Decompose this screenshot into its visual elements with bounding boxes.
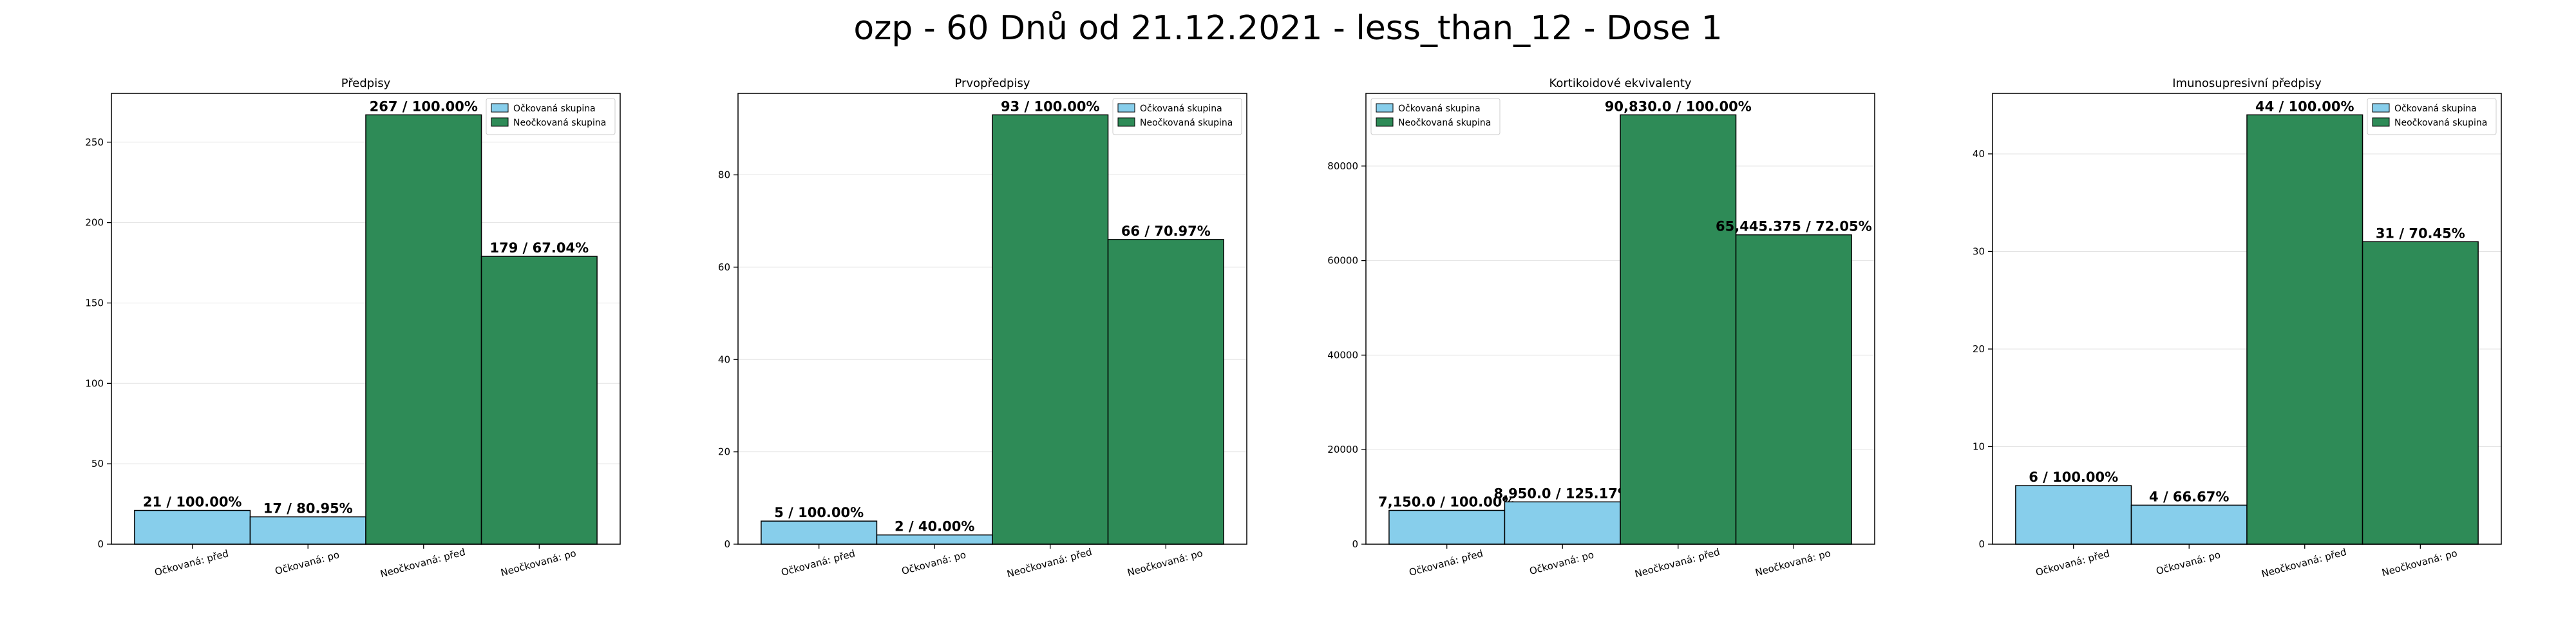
bar-label: 65,445.375 / 72.05% — [1716, 219, 1872, 234]
x-tick-label: Očkovaná: po — [274, 549, 341, 577]
subplot-title: Prvopředpisy — [955, 77, 1030, 90]
x-tick-label: Očkovaná: před — [2034, 547, 2111, 578]
bar-label: 44 / 100.00% — [2255, 99, 2354, 114]
bar-label: 66 / 70.97% — [1121, 223, 1211, 239]
y-tick-label: 30 — [1973, 245, 1985, 257]
bar-label: 31 / 70.45% — [2376, 225, 2465, 241]
axes-frame — [1992, 93, 2502, 545]
bar — [134, 509, 251, 545]
x-tick-label: Neočkovaná: po — [1126, 547, 1204, 579]
bar — [992, 114, 1109, 545]
legend-label: Očkovaná skupina — [2394, 104, 2477, 114]
x-tick-label: Neočkovaná: po — [499, 547, 577, 579]
y-tick-label: 150 — [85, 297, 104, 308]
figure-title: ozp - 60 Dnů od 21.12.2021 - less_than_1… — [853, 9, 1723, 48]
y-tick-label: 60000 — [1327, 255, 1358, 267]
y-tick-label: 40 — [1973, 148, 1985, 160]
bar — [761, 520, 878, 545]
x-tick-label: Neočkovaná: před — [1634, 546, 1721, 580]
y-tick-label: 10 — [1973, 440, 1985, 452]
bar — [480, 256, 598, 545]
bar-label: 5 / 100.00% — [774, 505, 864, 520]
subplot-title: Imunosupresivní předpisy — [2172, 77, 2322, 90]
y-tick-label: 60 — [718, 261, 730, 273]
bar-label: 93 / 100.00% — [1001, 99, 1100, 114]
y-tick-label: 100 — [85, 377, 104, 389]
y-tick-label: 20 — [718, 446, 730, 458]
y-tick-label: 0 — [97, 538, 104, 550]
y-tick-label: 0 — [724, 538, 730, 550]
axes-frame — [111, 93, 621, 545]
legend-box — [1370, 98, 1501, 135]
y-tick-label: 50 — [91, 458, 104, 469]
legend-swatch — [491, 103, 509, 113]
x-tick-label: Očkovaná: po — [900, 549, 967, 577]
x-tick-label: Neočkovaná: po — [2380, 547, 2458, 579]
subplot-title: Kortikoidové ekvivalenty — [1549, 77, 1691, 90]
bar-label: 90,830.0 / 100.00% — [1605, 99, 1752, 114]
axes-frame — [1365, 93, 1875, 545]
x-tick-label: Očkovaná: po — [2155, 549, 2222, 577]
y-tick-label: 20 — [1973, 343, 1985, 355]
legend-swatch — [2372, 117, 2390, 127]
x-tick-label: Očkovaná: před — [1408, 547, 1484, 578]
bar — [1620, 114, 1737, 545]
x-tick-label: Neočkovaná: před — [1006, 546, 1094, 580]
legend-box — [486, 98, 616, 135]
bar-label: 4 / 66.67% — [2149, 489, 2229, 504]
legend-label: Očkovaná skupina — [1140, 104, 1222, 114]
legend-swatch — [2372, 103, 2390, 113]
y-tick-label: 20000 — [1327, 444, 1358, 455]
legend-label: Očkovaná skupina — [513, 104, 596, 114]
legend-swatch — [1117, 103, 1135, 113]
bar — [876, 534, 993, 545]
x-tick-label: Neočkovaná: před — [2260, 546, 2348, 580]
y-tick-label: 40 — [718, 354, 730, 365]
x-tick-label: Neočkovaná: po — [1754, 547, 1832, 579]
y-tick-label: 0 — [1352, 538, 1358, 550]
bar — [1504, 501, 1621, 545]
y-tick-label: 0 — [1978, 538, 1985, 550]
bar — [1388, 509, 1506, 545]
legend-swatch — [1376, 117, 1394, 127]
y-tick-label: 200 — [85, 217, 104, 229]
legend-swatch — [1117, 117, 1135, 127]
bar-label: 8,950.0 / 125.17% — [1494, 486, 1631, 501]
legend-swatch — [491, 117, 509, 127]
legend-label: Neočkovaná skupina — [2394, 118, 2487, 128]
bar — [1735, 234, 1852, 545]
bar-label: 267 / 100.00% — [370, 99, 478, 114]
bar-label: 6 / 100.00% — [2029, 469, 2118, 485]
x-tick-label: Očkovaná: po — [1528, 549, 1595, 577]
bar — [249, 516, 366, 545]
legend-label: Neočkovaná skupina — [1398, 118, 1491, 128]
legend-label: Neočkovaná skupina — [1140, 118, 1233, 128]
bar-label: 17 / 80.95% — [263, 501, 353, 516]
bar-label: 2 / 40.00% — [895, 519, 974, 535]
y-tick-label: 80 — [718, 169, 730, 181]
x-tick-label: Očkovaná: před — [153, 547, 230, 578]
subplot-title: Předpisy — [341, 77, 391, 90]
axes-frame — [737, 93, 1247, 545]
y-tick-label: 80000 — [1327, 160, 1358, 172]
bar-label: 21 / 100.00% — [143, 495, 242, 510]
bar — [2246, 114, 2363, 545]
bar — [1107, 239, 1224, 545]
bar — [365, 114, 482, 545]
bar-label: 179 / 67.04% — [490, 240, 589, 256]
bar — [2130, 504, 2248, 545]
legend-box — [2367, 98, 2497, 135]
y-tick-label: 250 — [85, 137, 104, 148]
bar-label: 7,150.0 / 100.00% — [1378, 495, 1515, 510]
bar — [2362, 241, 2479, 545]
legend-label: Očkovaná skupina — [1398, 104, 1481, 114]
y-tick-label: 40000 — [1327, 349, 1358, 361]
x-tick-label: Neočkovaná: před — [379, 546, 467, 580]
bar — [2015, 485, 2132, 545]
legend-label: Neočkovaná skupina — [513, 118, 606, 128]
legend-box — [1112, 98, 1242, 135]
x-tick-label: Očkovaná: před — [780, 547, 857, 578]
legend-swatch — [1376, 103, 1394, 113]
